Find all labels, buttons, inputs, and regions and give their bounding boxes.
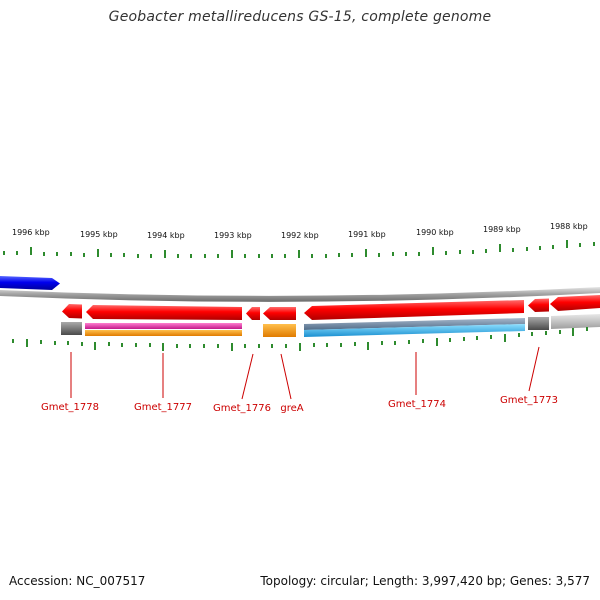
gene-arrow-gmet-1777[interactable] [86, 305, 242, 320]
ruler-label-1993: 1993 kbp [214, 231, 252, 240]
ruler-label-1989: 1989 kbp [483, 225, 521, 234]
forward-gene-arrow[interactable] [0, 276, 60, 290]
category-bar-gmet-1774-cyan [304, 324, 525, 337]
category-bar-edge [551, 314, 600, 329]
genome-summary-text: Topology: circular; Length: 3,997,420 bp… [260, 574, 590, 588]
category-bar-gmet-1774-steel [304, 318, 525, 330]
reverse-strand-genes [62, 295, 600, 320]
category-bar-gmet-1777-orange [85, 330, 242, 336]
gene-arrow-gmet-1773[interactable] [528, 298, 549, 313]
outer-scale-ticks [3, 240, 595, 258]
gene-label-gmet-1773[interactable]: Gmet_1773 [500, 395, 558, 406]
category-bars [61, 314, 600, 337]
ruler-label-1996: 1996 kbp [12, 228, 50, 237]
genome-backbone [0, 287, 600, 302]
category-bar-gmet-1777-pink [85, 323, 242, 329]
gene-label-grea[interactable]: greA [280, 403, 303, 414]
gene-arrow-grea[interactable] [263, 307, 296, 320]
inner-scale-ticks [12, 327, 588, 351]
ruler-label-1992: 1992 kbp [281, 231, 319, 240]
ruler-label-1995: 1995 kbp [80, 230, 118, 239]
ruler-label-1990: 1990 kbp [416, 228, 454, 237]
ruler-label-1991: 1991 kbp [348, 230, 386, 239]
genome-title: Geobacter metallireducens GS-15, complet… [108, 9, 492, 25]
accession-text: Accession: NC_007517 [9, 574, 146, 588]
category-bar-grea [263, 324, 296, 337]
category-bar-gmet-1773 [528, 317, 549, 330]
gene-arrow-edge[interactable] [550, 295, 600, 311]
ruler-label-1994: 1994 kbp [147, 231, 185, 240]
gene-label-gmet-1776[interactable]: Gmet_1776 [213, 403, 271, 414]
category-bar-gmet-1778 [61, 322, 82, 335]
gene-arrow-gmet-1774[interactable] [304, 300, 524, 320]
gene-arrow-gmet-1778[interactable] [62, 304, 82, 319]
gene-label-gmet-1778[interactable]: Gmet_1778 [41, 402, 99, 413]
gene-label-gmet-1774[interactable]: Gmet_1774 [388, 399, 446, 410]
gene-arrow-gmet-1776[interactable] [246, 307, 260, 320]
gene-label-gmet-1777[interactable]: Gmet_1777 [134, 402, 192, 413]
ruler-label-1988: 1988 kbp [550, 222, 588, 231]
gene-leader-lines [70, 346, 540, 400]
